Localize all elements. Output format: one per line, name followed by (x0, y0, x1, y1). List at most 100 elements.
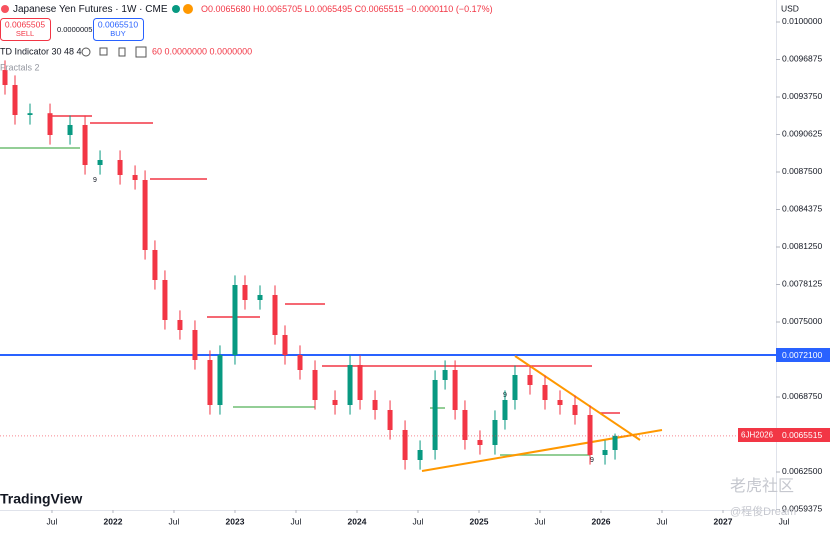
candle (177, 310, 183, 340)
candle-body (272, 294, 278, 335)
candle-body (152, 249, 158, 280)
buy-label: BUY (110, 29, 125, 38)
candle (492, 410, 498, 455)
candle-body (512, 375, 518, 400)
candle-body (12, 84, 18, 115)
candle (452, 360, 458, 420)
candle (417, 440, 423, 470)
candle (272, 285, 278, 345)
candle (477, 430, 483, 455)
sell-label: SELL (16, 29, 34, 38)
candle-body (177, 319, 183, 330)
sell-price: 0.0065505 (5, 19, 45, 29)
candle (97, 150, 103, 175)
x-tick-label: 2023 (226, 516, 245, 526)
y-tick-label: 0.0100000 (782, 16, 822, 26)
candle (257, 285, 263, 310)
candle-body (2, 69, 8, 85)
last-price-text: 0.0065515 (782, 430, 822, 440)
candle-body (347, 364, 353, 405)
candle (557, 390, 563, 415)
candle-body (612, 435, 618, 450)
candle (162, 270, 168, 330)
candle-body (477, 439, 483, 445)
candle-body (162, 279, 168, 320)
legend: Japanese Yen Futures · 1W · CME O0.00656… (0, 4, 493, 72)
candle-body (192, 330, 198, 360)
candle (242, 275, 248, 310)
status-dot (172, 5, 180, 13)
candle-body (402, 429, 408, 460)
y-tick-label: 0.0081250 (782, 241, 822, 251)
candle (602, 440, 608, 465)
y-tick-label: 0.0068750 (782, 391, 822, 401)
settings-icon[interactable] (99, 47, 108, 56)
y-tick-label: 0.0087500 (782, 166, 822, 176)
candle (387, 400, 393, 440)
watermark: 老虎社区 (730, 477, 794, 495)
candle-body (297, 354, 303, 370)
candle (372, 390, 378, 420)
candle-body (492, 420, 498, 445)
y-tick-label: 0.0093750 (782, 91, 822, 101)
indicator-values: 60 0.0000000 0.0000000 (152, 46, 252, 56)
eye-icon[interactable] (81, 47, 91, 57)
candle (132, 165, 138, 190)
x-tick-label: 2027 (714, 516, 733, 526)
sell-button[interactable] (0, 18, 51, 41)
candle (512, 365, 518, 410)
x-tick-label: Jul (657, 516, 668, 526)
x-tick-label: 2022 (104, 516, 123, 526)
candle (332, 390, 338, 415)
candle-body (47, 113, 53, 135)
candle-body (372, 399, 378, 410)
symbol-icon (1, 5, 9, 13)
candle (347, 355, 353, 415)
y-tick-label: 0.0084375 (782, 204, 822, 214)
candle-body (602, 450, 608, 455)
candle-body (282, 334, 288, 355)
x-tick-label: Jul (291, 516, 302, 526)
candle (217, 345, 223, 415)
candle-body (542, 384, 548, 400)
y-tick-label: 0.0059375 (782, 504, 822, 514)
delete-icon[interactable] (118, 47, 126, 57)
candle (312, 360, 318, 410)
x-tick-label: Jul (169, 516, 180, 526)
candle (207, 350, 213, 415)
x-tick-label: 2024 (348, 516, 367, 526)
more-icon[interactable] (135, 46, 147, 58)
candle (12, 75, 18, 125)
level-tag-text: 0.0072100 (782, 350, 822, 360)
candle (192, 320, 198, 370)
y-tick-label: 0.0078125 (782, 279, 822, 289)
candle-body (312, 369, 318, 400)
candle (47, 103, 53, 145)
candle (432, 370, 438, 460)
candle-body (417, 450, 423, 460)
candle (117, 150, 123, 185)
watermark-user: @程俊Dream (730, 504, 796, 518)
candle (232, 275, 238, 365)
trendlines (421, 355, 663, 472)
candle (542, 375, 548, 410)
fractals: Fractals 2 (0, 62, 40, 72)
candle-body (242, 285, 248, 300)
candle-body (257, 294, 263, 300)
candle-body (452, 369, 458, 410)
candle-body (502, 399, 508, 420)
logo: TradingView (0, 491, 82, 507)
candle-body (27, 113, 33, 115)
candle (357, 355, 363, 410)
td-count: 9 (590, 457, 594, 464)
candle-body (67, 124, 73, 135)
candle-body (587, 414, 593, 455)
candle (502, 390, 508, 430)
trendline (421, 429, 663, 472)
buy-button[interactable] (93, 18, 144, 41)
candle (587, 405, 593, 465)
candle (2, 60, 8, 95)
candle-body (527, 375, 533, 385)
indicator-name: TD Indicator 30 48 4 (0, 46, 82, 56)
